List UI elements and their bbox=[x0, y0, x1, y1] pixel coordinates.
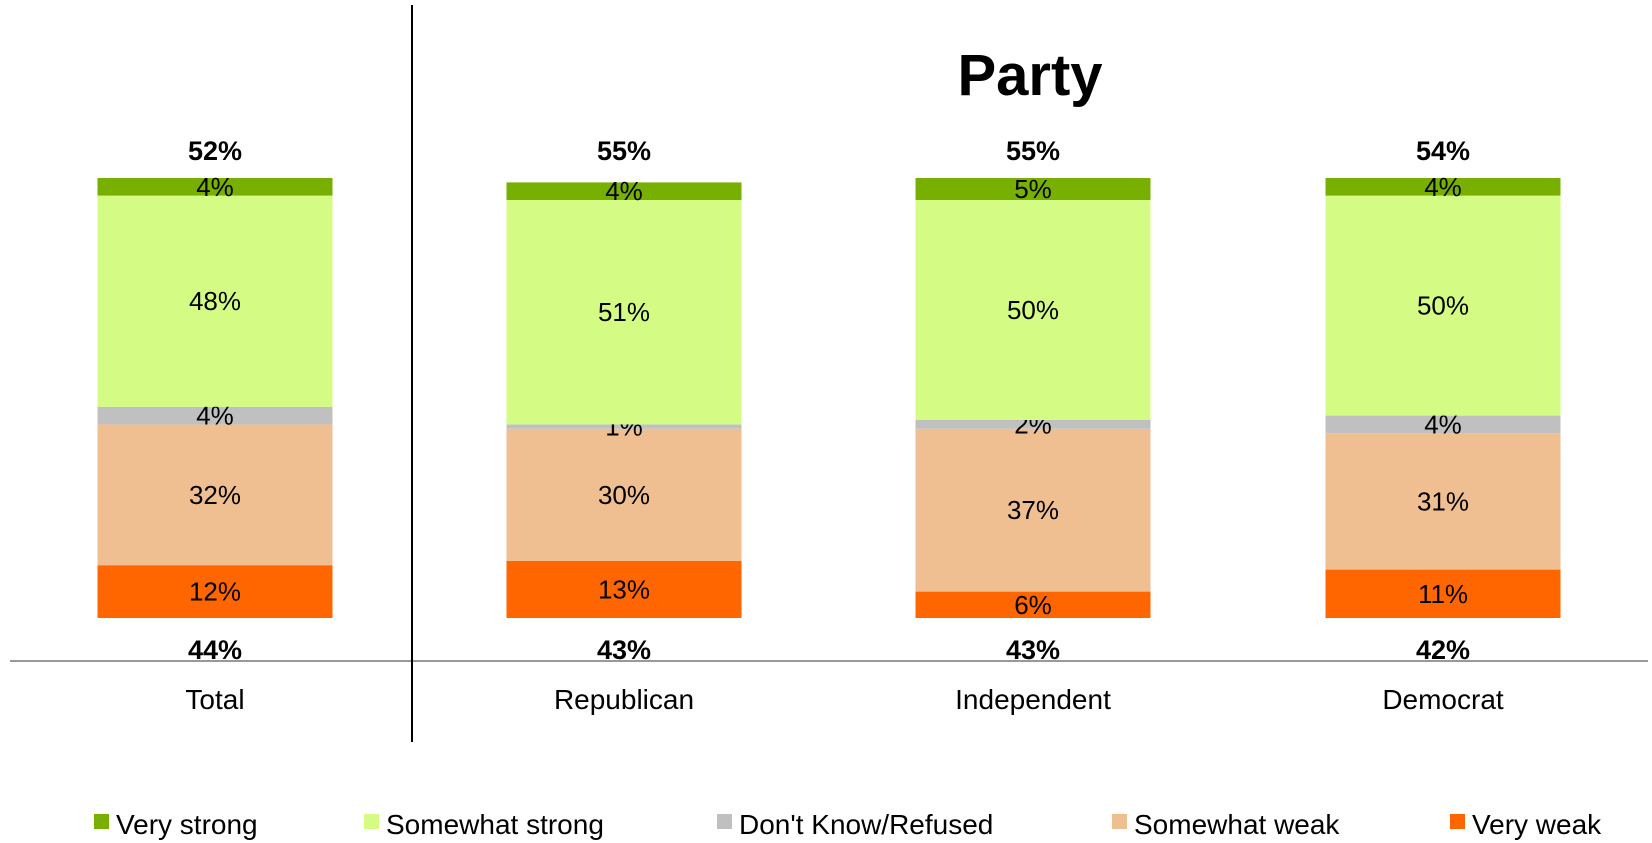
top-total-total: 52% bbox=[188, 136, 242, 166]
category-label-democrat: Democrat bbox=[1382, 684, 1504, 715]
bars-layer: 12%32%4%48%4%52%44%Total13%30%1%51%4%55%… bbox=[97, 136, 1561, 715]
top-total-democrat: 54% bbox=[1416, 136, 1470, 166]
segment-label-democrat-very-weak: 11% bbox=[1418, 579, 1468, 609]
segment-label-independent-very-weak: 6% bbox=[1014, 590, 1052, 620]
bar-total-somewhat-weak bbox=[97, 424, 333, 566]
bar-republican-very-weak bbox=[506, 560, 742, 618]
segment-label-republican-very-strong: 4% bbox=[605, 176, 643, 206]
segment-label-total-somewhat-weak: 32% bbox=[189, 480, 241, 510]
segment-label-democrat-somewhat-weak: 31% bbox=[1417, 486, 1469, 516]
legend-swatch-very-strong bbox=[94, 814, 109, 829]
bottom-total-republican: 43% bbox=[597, 635, 651, 665]
legend-label-very-strong: Very strong bbox=[116, 809, 258, 840]
bar-total-don-t-know-refused bbox=[97, 406, 333, 425]
segment-label-total-very-weak: 12% bbox=[189, 577, 241, 607]
legend-swatch-somewhat-strong bbox=[364, 814, 379, 829]
legend-swatch-very-weak bbox=[1450, 814, 1465, 829]
legend-label-very-weak: Very weak bbox=[1472, 809, 1602, 840]
bar-democrat-somewhat-strong bbox=[1325, 195, 1561, 416]
segment-label-republican-somewhat-strong: 51% bbox=[598, 297, 650, 327]
segment-label-independent-somewhat-strong: 50% bbox=[1007, 295, 1059, 325]
bar-democrat-somewhat-weak bbox=[1325, 433, 1561, 570]
bar-republican-don-t-know-refused bbox=[506, 424, 742, 429]
bar-total-somewhat-strong bbox=[97, 195, 333, 407]
bar-independent-don-t-know-refused bbox=[915, 420, 1151, 429]
segment-label-total-somewhat-strong: 48% bbox=[189, 286, 241, 316]
bar-total-very-strong bbox=[97, 178, 333, 196]
bar-democrat-very-strong bbox=[1325, 178, 1561, 196]
segment-label-republican-very-weak: 13% bbox=[598, 574, 650, 604]
bar-total-very-weak bbox=[97, 565, 333, 618]
bar-independent-somewhat-weak bbox=[915, 428, 1151, 592]
segment-label-independent-very-strong: 5% bbox=[1014, 174, 1052, 204]
segment-label-democrat-somewhat-strong: 50% bbox=[1417, 291, 1469, 321]
bar-republican-somewhat-strong bbox=[506, 200, 742, 425]
bar-independent-very-strong bbox=[915, 178, 1151, 200]
category-label-total: Total bbox=[185, 684, 244, 715]
bar-democrat-don-t-know-refused bbox=[1325, 415, 1561, 434]
segment-label-total-very-strong: 4% bbox=[196, 172, 234, 202]
bottom-total-total: 44% bbox=[188, 635, 242, 665]
bar-republican-somewhat-weak bbox=[506, 428, 742, 561]
legend-label-don-t-know-refused: Don't Know/Refused bbox=[739, 809, 993, 840]
segment-label-independent-somewhat-weak: 37% bbox=[1007, 495, 1059, 525]
category-label-republican: Republican bbox=[554, 684, 694, 715]
segment-label-democrat-very-strong: 4% bbox=[1424, 172, 1462, 202]
category-label-independent: Independent bbox=[955, 684, 1111, 715]
segment-label-republican-somewhat-weak: 30% bbox=[598, 480, 650, 510]
bar-independent-very-weak bbox=[915, 591, 1151, 618]
bar-democrat-very-weak bbox=[1325, 569, 1561, 618]
legend-swatch-don-t-know-refused bbox=[717, 814, 732, 829]
chart-title: Party bbox=[957, 43, 1102, 108]
bar-independent-somewhat-strong bbox=[915, 200, 1151, 420]
top-total-independent: 55% bbox=[1006, 136, 1060, 166]
bottom-total-democrat: 42% bbox=[1416, 635, 1470, 665]
legend-label-somewhat-weak: Somewhat weak bbox=[1134, 809, 1340, 840]
bar-republican-very-strong bbox=[506, 182, 742, 200]
legend-swatch-somewhat-weak bbox=[1112, 814, 1127, 829]
legend-label-somewhat-strong: Somewhat strong bbox=[386, 809, 604, 840]
legend: Very strong Somewhat strong Don't Know/Ref… bbox=[94, 809, 1602, 840]
top-total-republican: 55% bbox=[597, 136, 651, 166]
bottom-total-independent: 43% bbox=[1006, 635, 1060, 665]
